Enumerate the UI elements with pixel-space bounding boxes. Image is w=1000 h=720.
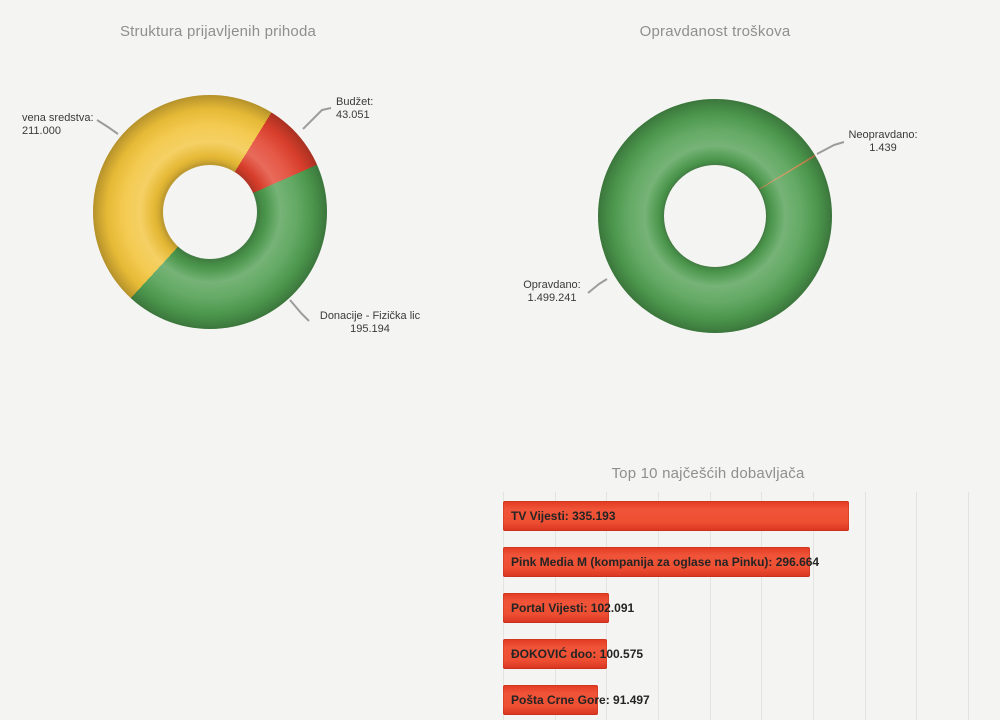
pie-label-budget: Budžet: 43.051: [336, 96, 373, 122]
bar[interactable]: TV Vijesti: 335.193: [503, 501, 850, 531]
pie-label-value: 195.194: [350, 323, 390, 335]
gridline: [916, 492, 918, 720]
bar-label: Pink Media M (kompanija za oglase na Pin…: [511, 555, 820, 569]
pie-label-text: Budžet:: [336, 96, 374, 108]
suppliers-chart-title: Top 10 najčešćih dobavljača: [611, 465, 805, 482]
leader-line: [96, 119, 119, 135]
pie-label-value: 211.000: [22, 125, 61, 137]
pie-label-text: Opravdano:: [523, 279, 581, 291]
pie-label-value: 1.439: [869, 142, 897, 154]
pie-label-donations: Donacije - Fizička lic 195.194: [317, 310, 423, 336]
bar-label: Portal Vijesti: 102.091: [511, 601, 635, 615]
gridline: [709, 492, 711, 720]
bar-label: ĐOKOVIĆ doo: 100.575: [511, 647, 644, 661]
pie-label-value: 43.051: [336, 109, 370, 121]
income-donut-chart[interactable]: [93, 95, 327, 329]
bar[interactable]: ĐOKOVIĆ doo: 100.575: [503, 639, 643, 669]
leader-line: [816, 141, 845, 155]
income-chart-title: Struktura prijavljenih prihoda: [119, 23, 317, 40]
pie-label-own-funds: vena sredstva: 211.000: [22, 112, 94, 138]
pie-label-text: Donacije - Fizička lic: [319, 310, 421, 322]
pie-label-unjustified: Neopravdano: 1.439: [846, 129, 920, 155]
bar[interactable]: Pošta Crne Gore: 91.497: [503, 685, 650, 715]
gridline: [658, 492, 659, 720]
bar-label: TV Vijesti: 335.193: [511, 509, 616, 523]
pie-label-value: 1.499.241: [527, 292, 577, 304]
gridline: [761, 492, 763, 720]
income-donut-hole: [163, 165, 257, 259]
gridline: [813, 492, 814, 720]
leader-line: [587, 278, 608, 294]
pie-label-justified: Opravdano: 1.499.241: [521, 279, 583, 305]
expenses-chart-title: Opravdanost troškova: [639, 23, 791, 40]
expenses-donut-hole: [664, 165, 766, 267]
bar[interactable]: Portal Vijesti: 102.091: [503, 593, 634, 623]
expenses-donut-chart[interactable]: [598, 99, 832, 333]
gridline: [864, 492, 866, 720]
bar-label: Pošta Crne Gore: 91.497: [511, 693, 650, 707]
bar[interactable]: Pink Media M (kompanija za oglase na Pin…: [503, 547, 819, 577]
leader-line: [302, 107, 332, 130]
pie-label-text: vena sredstva:: [22, 112, 94, 124]
gridline: [968, 492, 969, 720]
leader-line: [289, 299, 310, 322]
pie-label-text: Neopravdano:: [848, 129, 918, 141]
suppliers-bar-chart: TV Vijesti: 335.193 Pink Media M (kompani…: [503, 492, 973, 720]
